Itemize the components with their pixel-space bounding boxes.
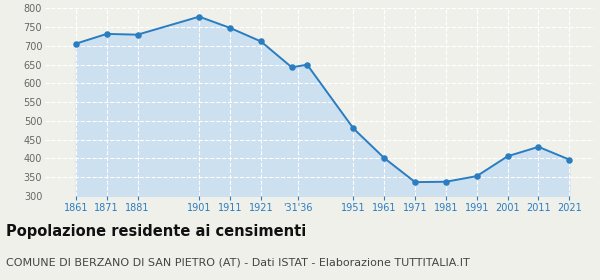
Point: [565, 157, 574, 162]
Point: [256, 39, 266, 44]
Point: [194, 14, 204, 19]
Point: [410, 180, 420, 184]
Point: [287, 65, 296, 69]
Point: [472, 174, 482, 178]
Point: [71, 41, 80, 46]
Point: [533, 144, 543, 149]
Point: [302, 62, 312, 67]
Point: [349, 126, 358, 131]
Point: [503, 154, 512, 158]
Text: Popolazione residente ai censimenti: Popolazione residente ai censimenti: [6, 224, 306, 239]
Text: COMUNE DI BERZANO DI SAN PIETRO (AT) - Dati ISTAT - Elaborazione TUTTITALIA.IT: COMUNE DI BERZANO DI SAN PIETRO (AT) - D…: [6, 258, 470, 268]
Point: [102, 32, 112, 36]
Point: [379, 156, 389, 160]
Point: [133, 32, 142, 37]
Point: [225, 26, 235, 30]
Point: [441, 179, 451, 184]
